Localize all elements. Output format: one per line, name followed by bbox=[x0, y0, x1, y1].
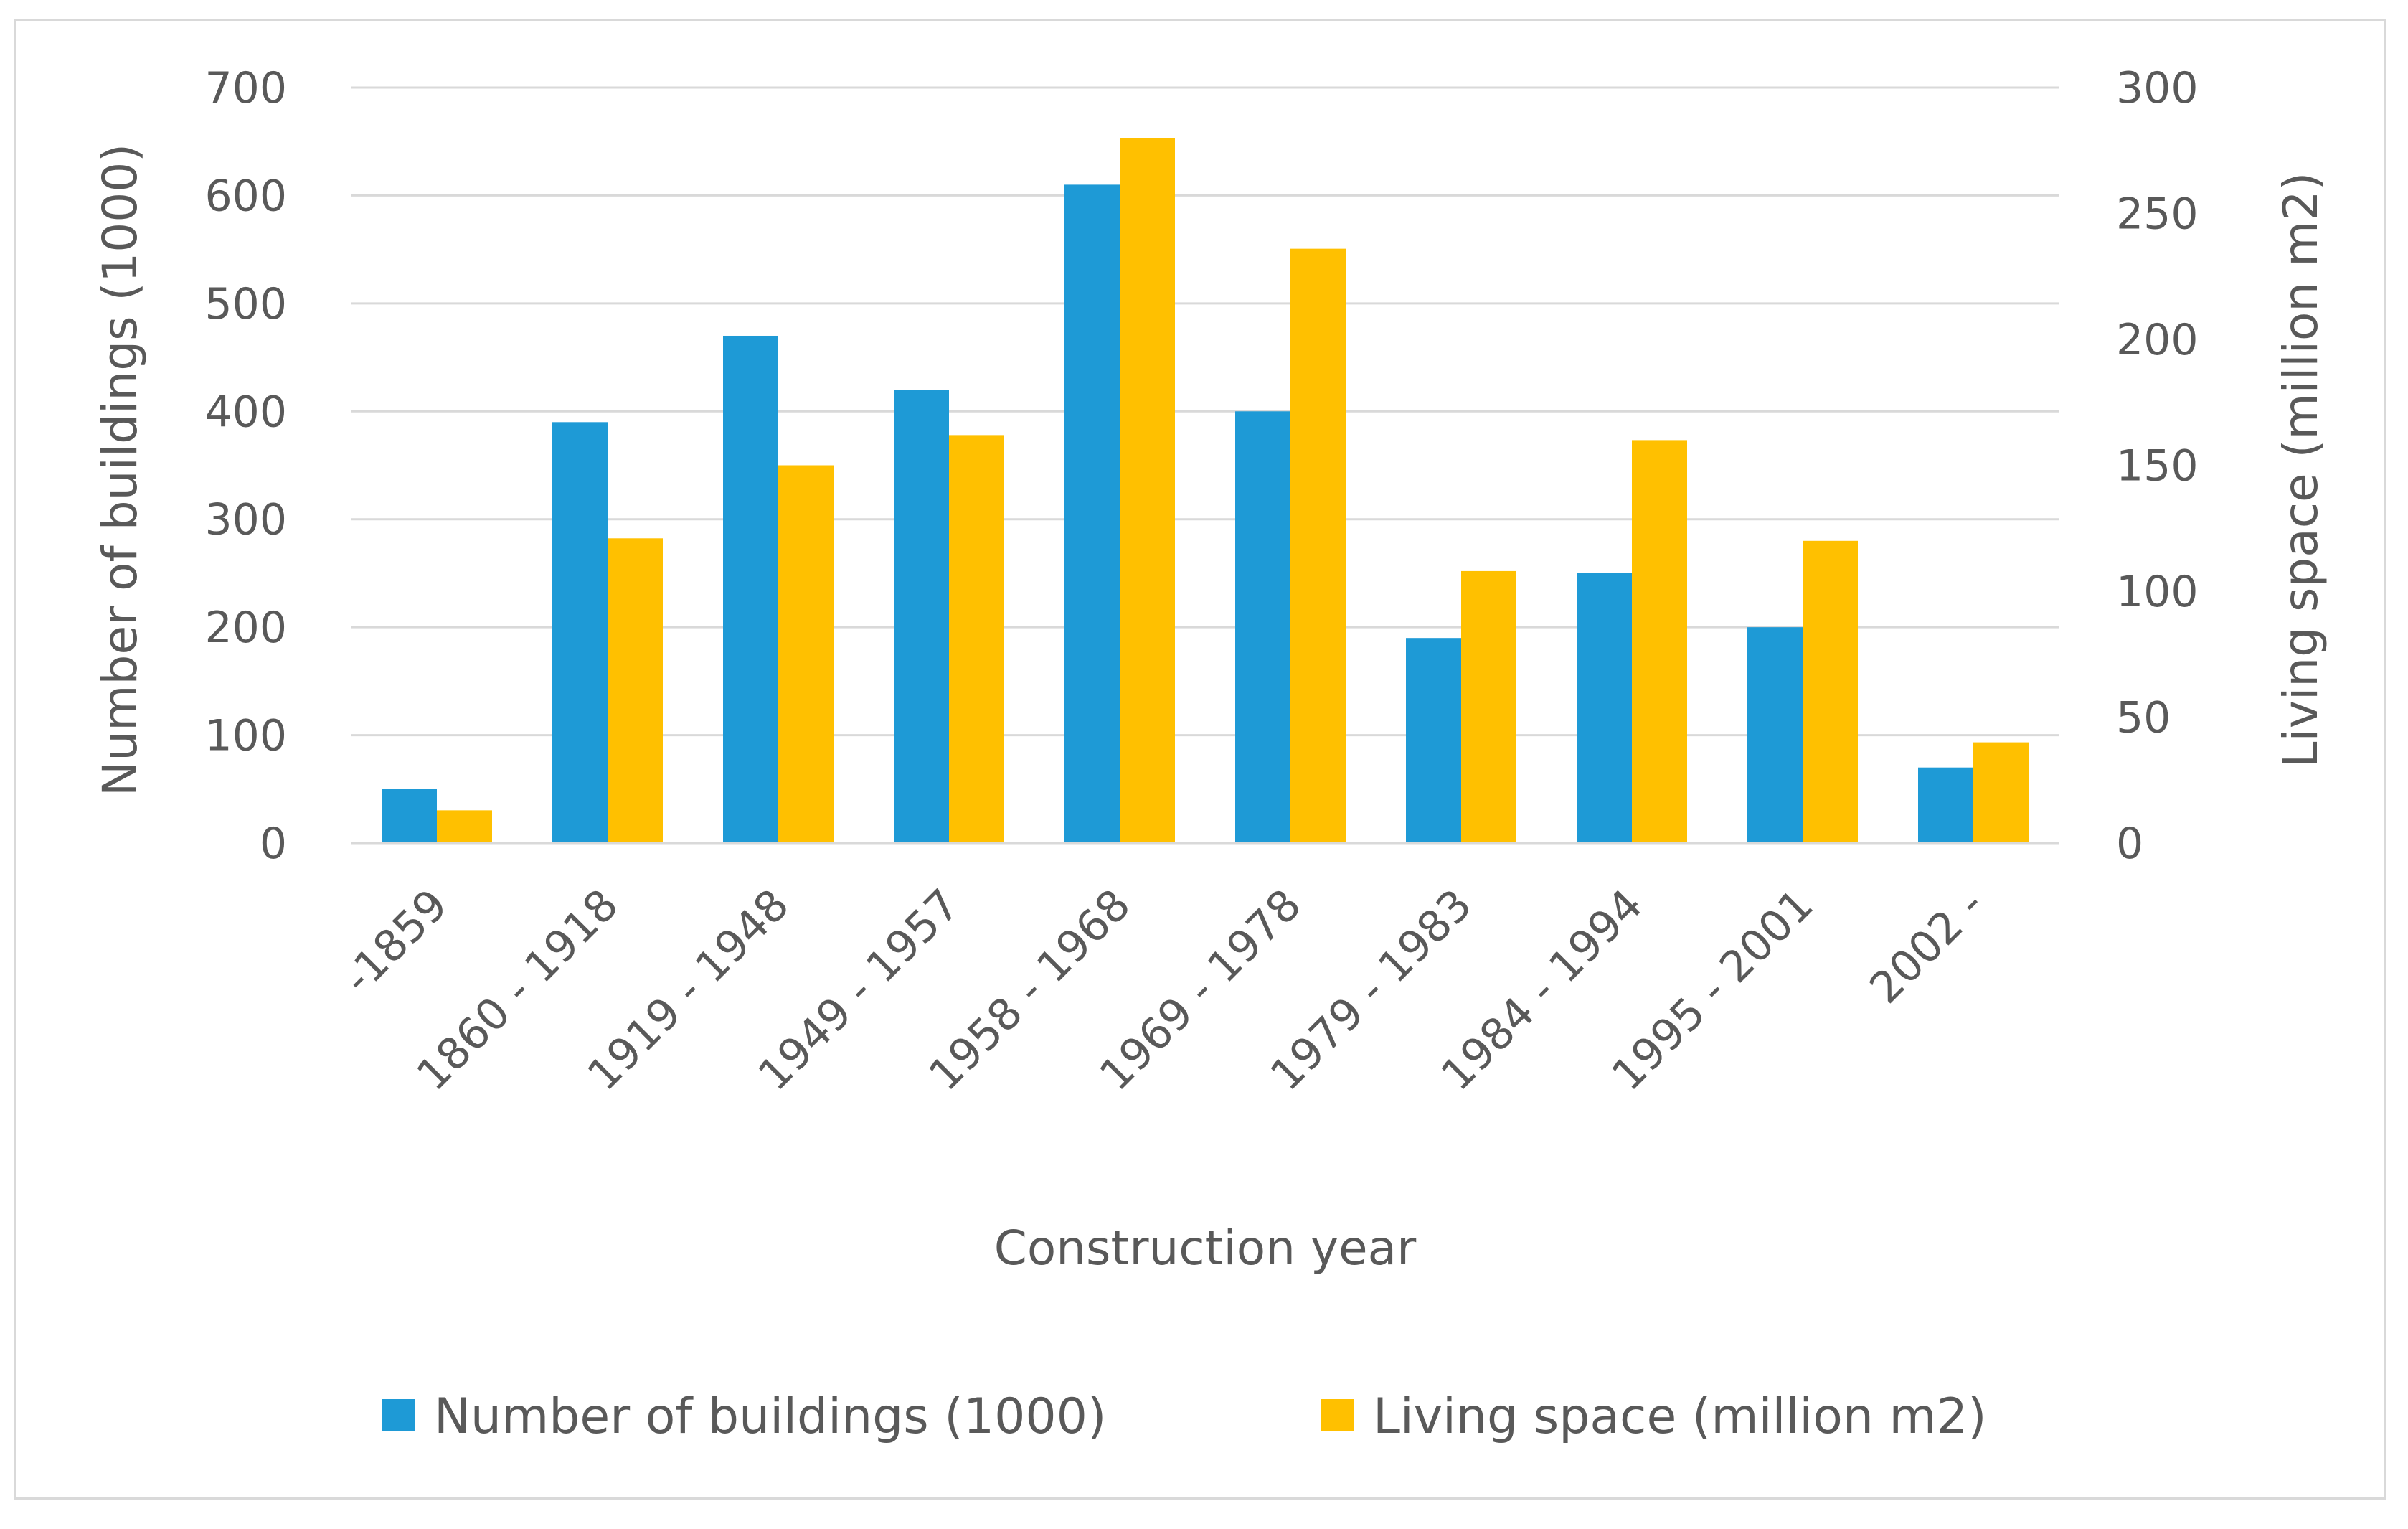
x-tick-label: 2002 - bbox=[1860, 880, 1993, 1013]
bar-living-space bbox=[778, 465, 834, 843]
y2-tick-label: 150 bbox=[2116, 441, 2199, 491]
x-tick-label: -1859 bbox=[334, 880, 458, 1004]
y-tick-label: 100 bbox=[204, 711, 287, 761]
y-tick-label: 500 bbox=[204, 279, 287, 329]
y2-tick-label: 300 bbox=[2116, 63, 2199, 113]
y-tick-label: 400 bbox=[204, 387, 287, 437]
bar-number-of-buildings bbox=[1577, 573, 1632, 843]
bar-living-space bbox=[1632, 440, 1687, 843]
bars bbox=[382, 138, 2029, 843]
legend-swatch-number-of-buildings bbox=[382, 1399, 415, 1431]
bar-number-of-buildings bbox=[1064, 184, 1120, 843]
y-tick-label: 200 bbox=[204, 603, 287, 653]
bar-number-of-buildings bbox=[1918, 767, 1973, 843]
bar-living-space bbox=[949, 435, 1004, 843]
legend-swatch-living-space bbox=[1321, 1399, 1354, 1431]
y2-tick-label: 100 bbox=[2116, 567, 2199, 617]
bar-number-of-buildings bbox=[1747, 627, 1803, 843]
bar-number-of-buildings bbox=[894, 390, 949, 843]
bar-living-space bbox=[1803, 540, 1858, 843]
y-tick-label: 300 bbox=[204, 495, 287, 545]
y2-axis-title: Living space (million m2) bbox=[2273, 172, 2328, 768]
y2-tick-label: 200 bbox=[2116, 315, 2199, 365]
y-tick-label: 700 bbox=[204, 63, 287, 113]
y-tick-label: 0 bbox=[260, 819, 287, 869]
legend-label-living-space: Living space (million m2) bbox=[1373, 1388, 1987, 1445]
bar-number-of-buildings bbox=[1235, 411, 1290, 843]
bar-living-space bbox=[1973, 742, 2029, 843]
bar-living-space bbox=[608, 538, 663, 843]
legend: Number of buildings (1000) Living space … bbox=[382, 1388, 1987, 1445]
y2-tick-labels: 0 50 100 150 200 250 300 bbox=[2116, 63, 2199, 869]
y-axis-title: Number of buildings (1000) bbox=[93, 144, 148, 796]
y2-tick-label: 250 bbox=[2116, 189, 2199, 240]
y-tick-label: 600 bbox=[204, 171, 287, 221]
x-axis-title: Construction year bbox=[994, 1220, 1417, 1276]
bar-living-space bbox=[1461, 570, 1516, 843]
bar-living-space bbox=[437, 810, 492, 843]
bar-number-of-buildings bbox=[382, 789, 437, 843]
y2-tick-label: 0 bbox=[2116, 819, 2143, 869]
bar-number-of-buildings bbox=[1406, 638, 1461, 843]
bar-number-of-buildings bbox=[552, 422, 608, 843]
bar-living-space bbox=[1290, 248, 1346, 843]
bar-living-space bbox=[1120, 138, 1175, 843]
bar-number-of-buildings bbox=[723, 335, 778, 843]
y-tick-labels: 0 100 200 300 400 500 600 700 bbox=[204, 63, 287, 869]
legend-label-number-of-buildings: Number of buildings (1000) bbox=[434, 1388, 1106, 1445]
y2-tick-label: 50 bbox=[2116, 693, 2171, 743]
